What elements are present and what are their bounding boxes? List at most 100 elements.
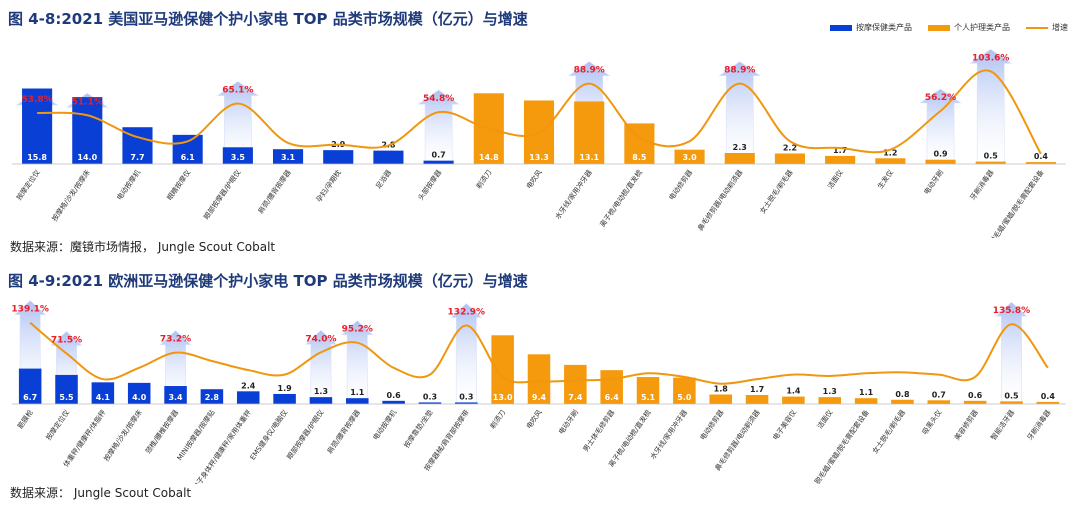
bar-value-label: 0.4	[1034, 152, 1049, 161]
growth-label: 53.8%	[21, 95, 52, 105]
bar	[1036, 401, 1060, 404]
bar-value-label: 1.1	[859, 388, 874, 397]
category-label: 剃须刀	[488, 408, 507, 430]
growth-label: 103.6%	[972, 53, 1010, 63]
category-label: 电动按摩机	[115, 168, 142, 202]
category-label: 颈椎/腰椎按摩器	[143, 408, 180, 455]
bar	[963, 400, 987, 404]
growth-label: 132.9%	[448, 308, 486, 318]
bar	[925, 159, 956, 164]
bar	[673, 377, 696, 404]
legend-item-care: 个人护理类产品	[928, 22, 1010, 33]
bar	[382, 400, 405, 404]
bar-value-label: 0.5	[1004, 391, 1019, 400]
bar	[455, 402, 478, 404]
category-label: 剃须刀	[474, 168, 493, 190]
category-label: 电动牙刷	[557, 408, 580, 436]
bar	[346, 398, 369, 404]
category-label: 洁面仪	[825, 168, 844, 190]
bar-value-label: 1.2	[883, 148, 897, 157]
growth-arrow	[919, 88, 962, 165]
bar	[309, 397, 333, 404]
growth-arrow	[417, 89, 460, 165]
bar	[222, 147, 253, 164]
growth-label: 54.8%	[423, 94, 454, 104]
growth-label: 71.5%	[51, 335, 82, 345]
bar-value-label: 6.4	[605, 393, 620, 402]
bar	[774, 153, 806, 164]
bar-value-label: 13.1	[579, 153, 599, 162]
bar-value-label: 1.9	[278, 384, 293, 393]
bar-value-label: 3.1	[281, 153, 296, 162]
bar-value-label: 6.1	[181, 153, 196, 162]
bar	[745, 395, 769, 404]
category-label: 电动修剪器	[698, 408, 725, 442]
category-label: MINI按摩器/按摩贴	[175, 408, 217, 462]
growth-arrow	[718, 61, 762, 165]
legend-swatch-blue	[830, 24, 852, 31]
bar-value-label: 3.0	[682, 153, 697, 162]
bar-value-label: 5.0	[677, 393, 692, 402]
growth-label: 139.1%	[11, 305, 49, 315]
category-label: 按摩椅/沙发/按摩床	[50, 168, 92, 223]
bar	[1000, 401, 1023, 404]
bar-value-label: 4.1	[96, 393, 111, 402]
bar-value-label: 15.8	[27, 153, 47, 162]
category-label: 电子身体秤/健康秤/家用体重秤	[191, 408, 253, 484]
growth-arrow	[995, 301, 1028, 405]
bar	[825, 155, 856, 164]
bar-value-label: 5.5	[59, 393, 74, 402]
bar	[636, 377, 660, 404]
category-label: 男士体毛修剪器	[581, 408, 616, 453]
growth-label: 51.1%	[72, 97, 103, 107]
bar	[200, 389, 224, 404]
bar	[172, 134, 203, 164]
category-label: 女士脱毛/剃毛器	[758, 168, 795, 215]
bar-value-label: 13.0	[493, 393, 513, 402]
category-label: 眼睛按摩仪	[165, 168, 192, 202]
category-label: 电吹风	[524, 168, 543, 190]
growth-line	[37, 69, 1042, 155]
data-source: 数据来源：魔镜市场情报， Jungle Scout Cobalt	[10, 240, 276, 254]
data-source: 数据来源： Jungle Scout Cobalt	[10, 486, 192, 500]
bar-value-label: 1.8	[714, 384, 729, 393]
bar	[272, 149, 304, 164]
chart-eu: 6.7 5.5 4.1 4.0 3.4 2.8 2.4 1.9 1.3 1.1 0.6 0.3 0.3 1…	[11, 300, 1066, 484]
bar	[527, 354, 551, 404]
chart-us: 15.8 14.0 7.7 6.1 3.5 3.12.9 2.80.7 14.8 13.3 13.…	[12, 48, 1066, 238]
growth-arrow	[450, 303, 483, 405]
bar	[127, 382, 151, 404]
bar	[164, 386, 187, 404]
growth-label: 65.1%	[222, 86, 253, 96]
category-label: 电动修剪器	[667, 168, 694, 202]
category-label: 按摩定位仪	[44, 408, 71, 442]
bar-value-label: 7.4	[568, 393, 583, 402]
bar	[782, 396, 805, 404]
bar	[273, 393, 296, 404]
bar-value-label: 1.7	[833, 146, 847, 155]
growth-label: 73.2%	[160, 335, 191, 345]
category-label: 筋膜枪	[15, 408, 34, 430]
category-label: 眼部按摩器/护眼仪	[202, 168, 243, 221]
legend-item-massage: 按摩保健类产品	[830, 22, 912, 33]
bar-value-label: 2.2	[783, 143, 797, 152]
bar-value-label: 1.7	[750, 385, 764, 394]
bar-value-label: 0.5	[984, 152, 999, 161]
bar-value-label: 2.4	[241, 381, 256, 390]
category-label: 女士脱毛/剃毛器	[870, 408, 907, 455]
category-label: 电动牙刷	[922, 168, 945, 196]
growth-label: 95.2%	[342, 325, 373, 335]
growth-arrow	[969, 48, 1013, 165]
bar	[975, 161, 1006, 164]
bar-value-label: 7.7	[130, 153, 144, 162]
bar	[323, 150, 354, 164]
bar	[724, 153, 755, 164]
growth-line	[29, 321, 1049, 385]
bar	[891, 399, 914, 404]
category-label: 水牙线/家用冲牙器	[553, 168, 594, 221]
bar	[236, 391, 260, 404]
category-label: 肩颈/腰背按摩器	[325, 408, 362, 455]
bar-value-label: 3.4	[168, 393, 183, 402]
growth-label: 74.0%	[305, 334, 336, 344]
category-label: 牙刷消毒器	[968, 168, 995, 202]
